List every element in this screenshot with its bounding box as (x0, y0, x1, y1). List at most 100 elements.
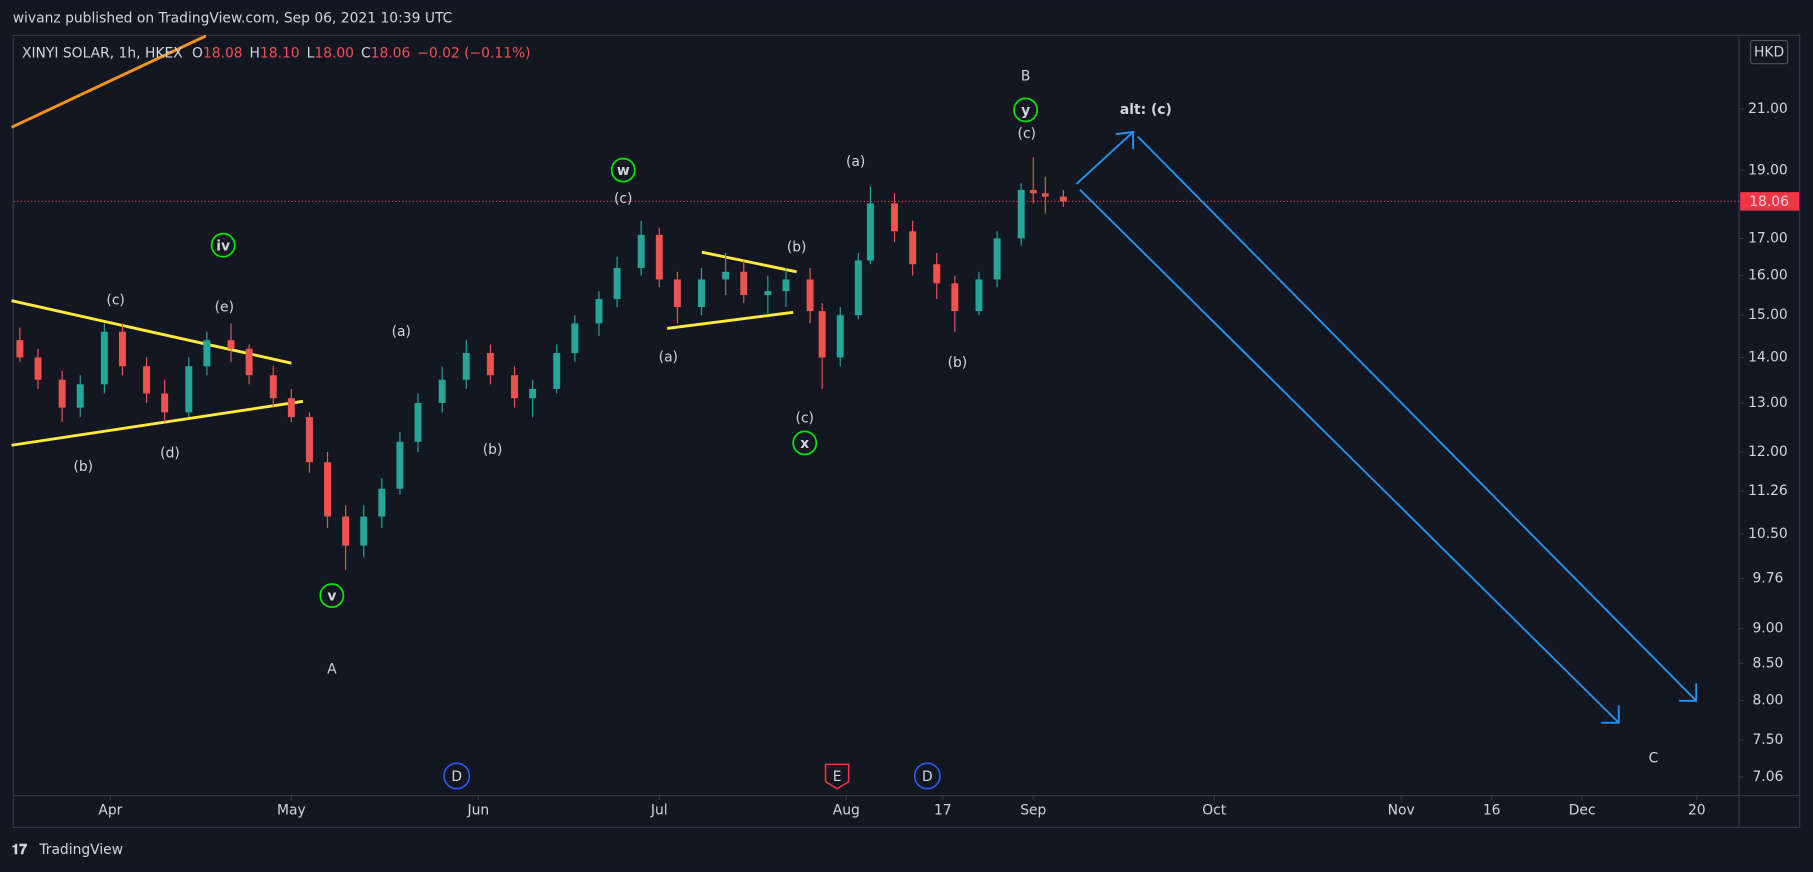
candle-body (324, 462, 332, 517)
legend: XINYI SOLAR, 1h, HKEX O18.08 H18.10 L18.00 C… (22, 45, 531, 61)
y-tick-label: 10.50 (1748, 526, 1788, 542)
x-tick-label: Jul (650, 803, 668, 819)
candle-body (76, 384, 84, 408)
y-tick-label: 7.50 (1752, 732, 1783, 748)
x-tick-label: Jun (467, 803, 490, 819)
candle-body (836, 315, 844, 358)
x-tick-label: Aug (833, 803, 860, 819)
x-tick-label: Apr (98, 803, 122, 819)
wave-circle (1013, 97, 1039, 123)
wave-label: w (617, 163, 630, 179)
wave-label: y (1021, 103, 1030, 119)
wave-label: (a) (846, 154, 865, 170)
candle-body (462, 353, 470, 380)
last-price-box (1740, 192, 1800, 211)
wave-label: iv (216, 238, 230, 254)
candle-body (1029, 189, 1037, 194)
y-tick-label: 9.00 (1752, 620, 1783, 636)
candle-body (414, 402, 422, 442)
candle-body (360, 516, 368, 546)
candle-body (396, 441, 404, 489)
legend-value: 18.06 (371, 45, 411, 61)
currency: HKD (1754, 45, 1784, 61)
candle-body (118, 331, 126, 367)
event-label: D (922, 769, 933, 785)
wave-label: (c) (796, 411, 814, 427)
wave-circle (319, 583, 345, 608)
wave-label: (b) (787, 240, 807, 256)
legend-symbol: XINYI SOLAR, 1h, HKEX (22, 45, 183, 61)
candle-body (909, 231, 917, 265)
candle-body (553, 353, 561, 389)
candle-body (511, 375, 518, 399)
y-tick-label: 8.00 (1752, 692, 1783, 708)
legend-value: 18.08 (203, 45, 243, 61)
candle-body (203, 340, 211, 367)
last-price-label: 18.06 (1749, 194, 1789, 210)
candle-body (227, 340, 235, 349)
event-badge (824, 763, 850, 790)
wave-label: (d) (160, 445, 180, 461)
wave-label: alt: (c) (1120, 102, 1172, 118)
wave-label: (a) (392, 324, 411, 340)
legend-key: O (192, 45, 203, 61)
candles (16, 157, 1067, 570)
wave-label: v (327, 589, 336, 605)
wave-label: (b) (483, 442, 503, 458)
x-tick-label: Oct (1202, 803, 1227, 819)
currency-box (1749, 39, 1789, 65)
triangle-line (11, 399, 304, 447)
wave-label: x (800, 436, 809, 452)
x-tick-label: 20 (1688, 803, 1706, 819)
candle-body (1059, 196, 1067, 202)
candle-body (866, 203, 874, 261)
candle-body (595, 299, 603, 324)
x-tick-label: Sep (1020, 803, 1046, 819)
y-tick-label: 15.00 (1748, 307, 1788, 323)
candle-body (951, 283, 959, 312)
y-tick-label: 19.00 (1748, 162, 1788, 178)
triangle-line (666, 310, 794, 330)
wave-label: (c) (614, 191, 632, 207)
y-tick-label: 14.00 (1748, 349, 1788, 365)
candle-body (891, 203, 899, 232)
candle-body (854, 260, 862, 316)
legend-value: 18.00 (314, 45, 354, 61)
candle-body (378, 488, 386, 517)
x-tick-label: 16 (1483, 803, 1501, 819)
candle-body (637, 234, 645, 268)
legend-key: H (250, 45, 260, 61)
trend-line (10, 34, 207, 129)
y-tick-label: 11.26 (1748, 483, 1788, 499)
y-tick-label: 7.06 (1752, 769, 1783, 785)
candle-body (613, 267, 621, 300)
candle-body (1017, 189, 1025, 239)
y-tick-label: 12.00 (1748, 444, 1788, 460)
wave-label: (b) (948, 355, 968, 371)
candle-body (287, 398, 295, 418)
legend-value: 18.10 (260, 45, 300, 61)
wave-label: (b) (73, 459, 93, 475)
y-tick-label: 17.00 (1748, 230, 1788, 246)
candle-body (975, 279, 983, 312)
legend-key: L (307, 45, 315, 61)
event-badge (443, 762, 471, 790)
candle-body (185, 366, 193, 413)
candle-body (16, 340, 24, 358)
candle-body (58, 379, 66, 408)
wave-label: (c) (1018, 126, 1036, 142)
arrow (1137, 135, 1697, 702)
candle-body (722, 271, 730, 280)
candle-body (342, 516, 350, 546)
candle-body (486, 353, 494, 376)
header-bar (0, 0, 1813, 35)
candle-body (161, 393, 169, 413)
candle-body (571, 323, 579, 354)
legend-change: −0.02 (−0.11%) (417, 45, 530, 61)
y-tick-label: 16.00 (1748, 268, 1788, 284)
candle-body (673, 279, 681, 308)
candle-body (698, 279, 705, 308)
wave-label: (e) (215, 300, 234, 316)
arrow-head (1115, 130, 1135, 150)
